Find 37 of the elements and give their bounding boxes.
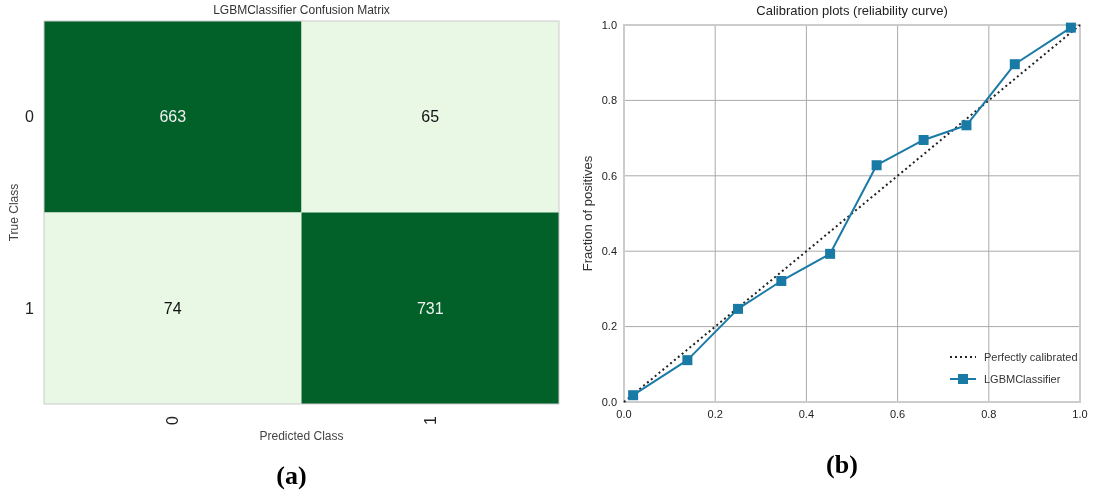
- point: [1065, 22, 1076, 33]
- chart-title: Calibration plots (reliability curve): [756, 3, 948, 18]
- x-tick-label: 0.6: [889, 408, 906, 420]
- x-tick-label: 1: [421, 415, 439, 425]
- point: [682, 355, 693, 366]
- x-tick-label: 1.0: [1072, 408, 1088, 420]
- text: (a): [276, 461, 307, 490]
- y-tick-label: 0.4: [601, 245, 617, 258]
- text: (b): [826, 450, 858, 479]
- x-tick-label: 0: [164, 415, 182, 425]
- data-label: 74: [163, 299, 182, 317]
- y-tick-label: 0.2: [601, 320, 617, 333]
- legend-label: LGBMClassifier: [984, 372, 1061, 385]
- y-tick-label: 0.0: [601, 395, 617, 408]
- y-axis-title: True Class: [7, 183, 21, 242]
- data-label: 663: [159, 108, 187, 126]
- data-label: 731: [416, 299, 444, 317]
- point: [825, 248, 836, 259]
- point: [918, 134, 929, 145]
- point: [628, 390, 639, 401]
- y-tick-label: 1.0: [601, 18, 617, 31]
- point: [776, 275, 787, 286]
- legend-label: Perfectly calibrated: [984, 350, 1078, 363]
- x-tick-label: 0.2: [707, 408, 723, 420]
- y-tick-label: 0.6: [601, 169, 617, 182]
- x-tick-label: 0.4: [798, 408, 815, 420]
- x-axis-title: Predicted Class: [259, 429, 344, 443]
- y-axis-title: Fraction of positives: [580, 155, 595, 272]
- point: [961, 120, 972, 131]
- y-tick-label: 0.8: [601, 94, 617, 107]
- x-tick-label: 0.8: [981, 408, 997, 420]
- point: [733, 303, 743, 314]
- point: [871, 160, 882, 171]
- data-label: 65: [421, 108, 440, 126]
- chart-title: LGBMClassifier Confusion Matrix: [213, 3, 390, 17]
- x-tick-label: 0.0: [616, 408, 632, 420]
- point: [1009, 59, 1020, 70]
